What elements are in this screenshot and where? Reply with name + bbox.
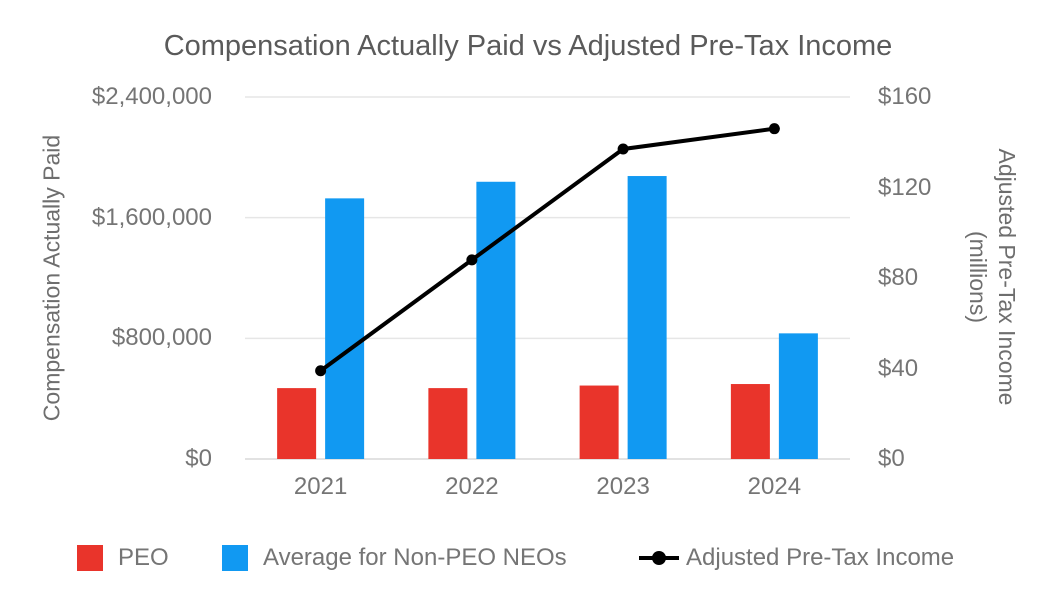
bar-peo-2022 [428, 388, 468, 459]
line-point-2024 [768, 123, 780, 135]
y-left-tick-label: $1,600,000 [91, 203, 212, 231]
bar-non-peo-2021 [325, 198, 365, 460]
legend-label-line: Adjusted Pre-Tax Income [686, 544, 955, 571]
bar-peo-2024 [730, 384, 770, 459]
legend-label-peo: PEO [118, 544, 169, 571]
y-left-tick-label: $0 [185, 445, 212, 472]
bar-peo-2023 [579, 385, 619, 459]
legend-swatch-non-peo [222, 545, 248, 571]
line-point-2022 [466, 254, 478, 266]
y-right-tick-label: $120 [878, 173, 932, 201]
x-tick-label-2022: 2022 [445, 473, 499, 500]
y-left-tick-label: $800,000 [111, 324, 212, 352]
line-point-2021 [315, 365, 327, 377]
right-axis-title-line1: Adjusted Pre-Tax Income [993, 148, 1020, 406]
x-tick-label-2024: 2024 [747, 473, 802, 500]
right-axis-title: Adjusted Pre-Tax Income (millions) [963, 149, 1021, 406]
y-right-tick-label: $80 [878, 264, 919, 291]
bar-non-peo-2022 [476, 181, 516, 460]
bar-peo-2021 [277, 388, 317, 459]
legend-line-dot-icon [652, 551, 666, 565]
legend-item-non-peo: Average for Non-PEO NEOs [222, 544, 567, 571]
bar-non-peo-2023 [627, 176, 667, 459]
legend-label-non-peo: Average for Non-PEO NEOs [263, 544, 567, 571]
legend-line-sample [639, 551, 679, 565]
y-right-tick-label: $0 [878, 445, 905, 472]
left-axis-title: Compensation Actually Paid [38, 134, 65, 422]
y-right-tick-label: $40 [878, 354, 919, 382]
y-right-tick-label: $160 [878, 83, 932, 110]
line-series [319, 126, 775, 373]
legend-item-line: Adjusted Pre-Tax Income [639, 544, 955, 571]
legend-item-peo: PEO [77, 544, 169, 571]
bar-non-peo-2024 [778, 333, 818, 459]
x-tick-label-2021: 2021 [293, 473, 348, 500]
x-tick-label-2023: 2023 [596, 473, 650, 500]
chart-title: Compensation Actually Paid vs Adjusted P… [163, 30, 893, 62]
y-left-tick-label: $2,400,000 [91, 83, 212, 110]
line-point-2023 [617, 143, 629, 155]
right-axis-title-line2: (millions) [965, 230, 991, 323]
legend-swatch-peo [77, 545, 103, 571]
